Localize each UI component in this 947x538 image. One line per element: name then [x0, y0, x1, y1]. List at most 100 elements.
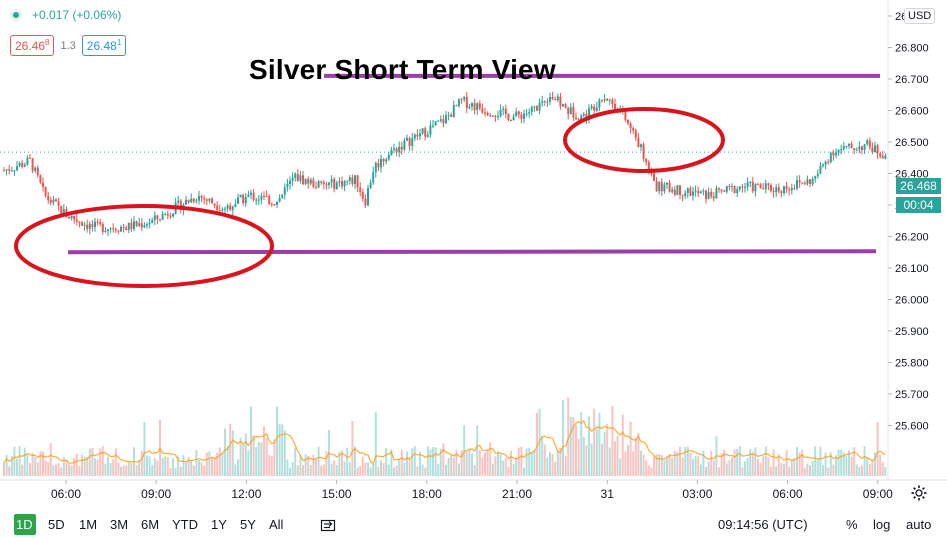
volume-bar: [871, 459, 874, 476]
candle-body: [822, 164, 824, 166]
volume-bar: [408, 457, 411, 476]
volume-bar: [824, 452, 827, 476]
candle-body: [385, 159, 388, 162]
range-ytd[interactable]: YTD: [172, 517, 198, 532]
candle-body: [491, 115, 494, 117]
candle-body: [590, 106, 593, 109]
volume-bar: [21, 464, 24, 476]
candle-body: [382, 158, 385, 162]
volume-bar: [3, 462, 5, 476]
volume-bar: [770, 466, 772, 476]
volume-bar: [231, 430, 234, 476]
volume-bar: [567, 397, 570, 476]
volume-bar: [185, 462, 187, 476]
candle-body: [104, 230, 107, 232]
support-line: [67, 249, 877, 255]
candle-body: [211, 198, 213, 204]
volume-bar: [343, 461, 346, 476]
volume-bar: [34, 457, 37, 476]
candle-body: [315, 186, 317, 188]
volume-bar: [96, 459, 99, 476]
volume-bar: [107, 456, 109, 476]
volume-bar: [736, 448, 739, 476]
volume-bar: [725, 463, 728, 476]
candle-body: [819, 165, 822, 174]
volume-bar: [62, 457, 65, 476]
candle-body: [291, 177, 294, 181]
volume-bar: [676, 451, 679, 476]
auto-scale-toggle[interactable]: auto: [906, 517, 932, 532]
percent-scale-toggle[interactable]: %: [846, 517, 858, 532]
volume-bar: [244, 433, 247, 476]
candle-body: [135, 221, 138, 226]
candle-body: [408, 137, 411, 146]
goto-date-icon[interactable]: [320, 518, 336, 532]
candle-body: [169, 215, 172, 217]
candle-body: [177, 200, 180, 203]
range-1y[interactable]: 1Y: [211, 517, 227, 532]
log-scale-toggle[interactable]: log: [873, 517, 891, 532]
candle-body: [299, 175, 302, 181]
volume-bar: [866, 458, 869, 476]
candle-body: [346, 181, 349, 183]
settings-gear-icon[interactable]: [910, 484, 928, 502]
x-tick-label: 31: [601, 487, 615, 501]
candle-body: [489, 115, 492, 117]
range-1d[interactable]: 1D: [14, 514, 36, 535]
candle-body: [377, 162, 380, 168]
buy-button[interactable]: 26.481: [81, 35, 127, 56]
volume-bar: [265, 437, 268, 476]
volume-bar: [179, 466, 182, 476]
candle-body: [829, 152, 832, 163]
y-tick-label: 25.600: [895, 421, 929, 433]
volume-bar: [499, 453, 502, 476]
candle-body: [343, 181, 346, 187]
volume-bar: [221, 452, 224, 476]
candle-body: [387, 154, 390, 160]
volume-bar: [705, 466, 707, 476]
candle-body: [372, 172, 375, 183]
volume-bar: [192, 465, 195, 476]
range-1m[interactable]: 1M: [79, 517, 98, 532]
volume-bar: [198, 460, 200, 476]
volume-bar: [174, 467, 177, 476]
volume-bar: [104, 463, 107, 476]
market-status-icon: [10, 9, 22, 21]
range-3m[interactable]: 3M: [110, 517, 129, 532]
range-5d[interactable]: 5D: [48, 517, 65, 532]
range-all[interactable]: All: [269, 517, 284, 532]
volume-bar: [18, 446, 21, 476]
candle-body: [850, 143, 853, 149]
volume-bar: [855, 464, 858, 476]
volume-bar: [146, 455, 148, 476]
volume-bar: [432, 447, 434, 476]
volume-bar: [718, 467, 720, 476]
volume-bar: [515, 457, 518, 476]
volume-bar: [416, 466, 419, 476]
currency-button[interactable]: USD: [904, 8, 936, 24]
candle-body: [333, 179, 336, 189]
volume-bar: [694, 455, 697, 476]
candle-body: [367, 188, 369, 206]
volume-bar: [484, 452, 486, 476]
volume-bar: [23, 447, 26, 476]
range-5y[interactable]: 5Y: [240, 517, 256, 532]
range-6m[interactable]: 6M: [141, 517, 160, 532]
volume-bar: [476, 425, 479, 476]
utc-clock[interactable]: 09:14:56 (UTC): [718, 517, 808, 532]
volume-bar: [16, 458, 18, 476]
sell-button[interactable]: 26.468: [10, 35, 55, 56]
volume-bar: [348, 462, 351, 476]
volume-bar: [835, 455, 837, 476]
candle-body: [484, 112, 486, 114]
volume-bar: [874, 452, 876, 476]
candle-body: [744, 186, 746, 188]
candle-body: [788, 189, 791, 191]
volume-bar: [819, 446, 822, 476]
candle-body: [156, 215, 159, 220]
volume-bar: [458, 463, 460, 476]
candle-body: [125, 227, 128, 231]
volume-bar: [187, 457, 190, 476]
volume-bar: [426, 446, 429, 476]
